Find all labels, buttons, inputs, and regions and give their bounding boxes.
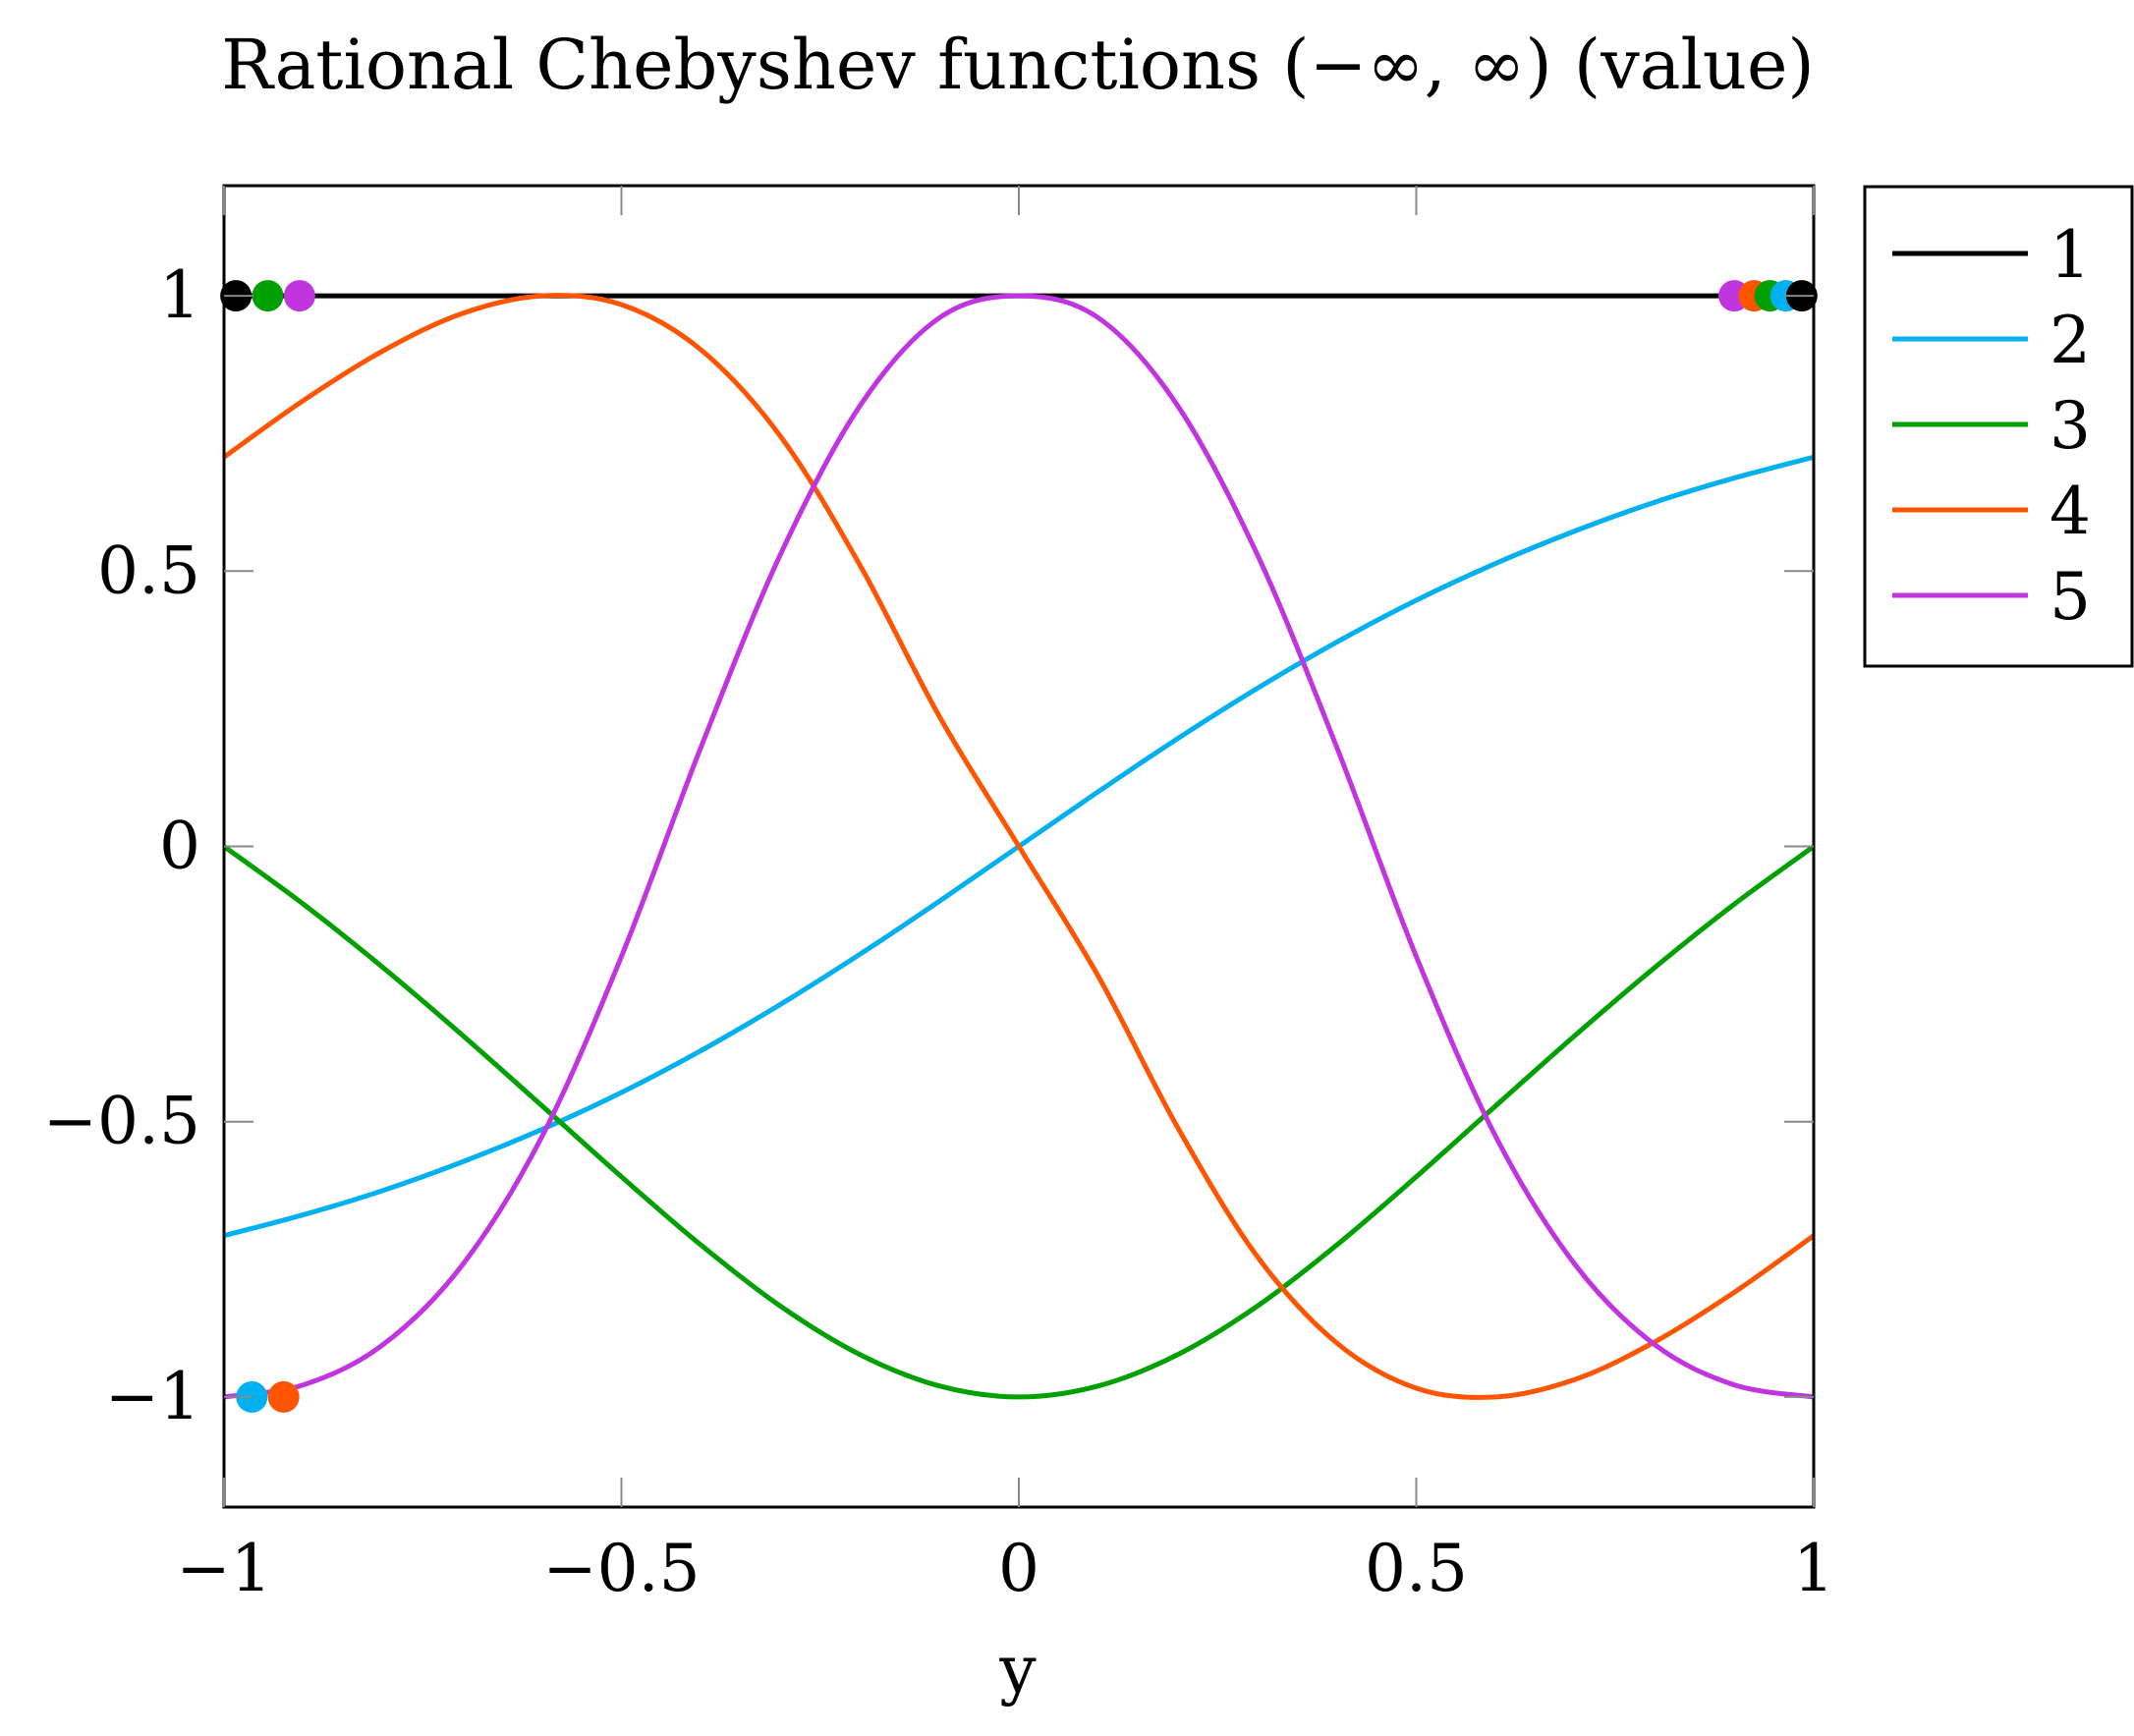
- series-line-3: [224, 844, 1814, 1400]
- y-tick-label: −0.5: [43, 1084, 200, 1159]
- series-marker-4: [267, 1380, 300, 1413]
- legend-label-3: 3: [2050, 388, 2091, 464]
- y-tick-label: 1: [159, 257, 200, 333]
- y-tick-label: 0.5: [97, 532, 200, 608]
- legend-label-4: 4: [2050, 474, 2091, 549]
- axis-ticks: −1 −0.5 0 0.5 1 −1 −0.5 0 0.5 1: [43, 186, 1834, 1606]
- x-tick-label: −0.5: [542, 1531, 700, 1606]
- chart-title: Rational Chebyshev functions (−∞, ∞) (va…: [221, 25, 1814, 105]
- x-tick-label: 1: [1793, 1531, 1834, 1606]
- x-tick-label: 0: [998, 1531, 1039, 1606]
- series-marker-3: [252, 280, 284, 312]
- legend-label-5: 5: [2050, 559, 2091, 635]
- y-tick-label: −1: [105, 1359, 200, 1434]
- x-tick-label: −1: [176, 1531, 271, 1606]
- plot-area: [220, 184, 1818, 1509]
- x-axis-label: y: [998, 1632, 1037, 1708]
- x-tick-label: 0.5: [1365, 1531, 1468, 1606]
- series-group: [224, 293, 1814, 1400]
- legend: 1 2 3 4 5: [1863, 185, 2134, 668]
- legend-label-1: 1: [2050, 217, 2091, 293]
- series-line-5: [224, 293, 1814, 1400]
- y-tick-label: 0: [159, 809, 200, 884]
- series-line-4: [224, 293, 1814, 1400]
- series-marker-5: [283, 280, 315, 312]
- legend-label-2: 2: [2050, 303, 2091, 378]
